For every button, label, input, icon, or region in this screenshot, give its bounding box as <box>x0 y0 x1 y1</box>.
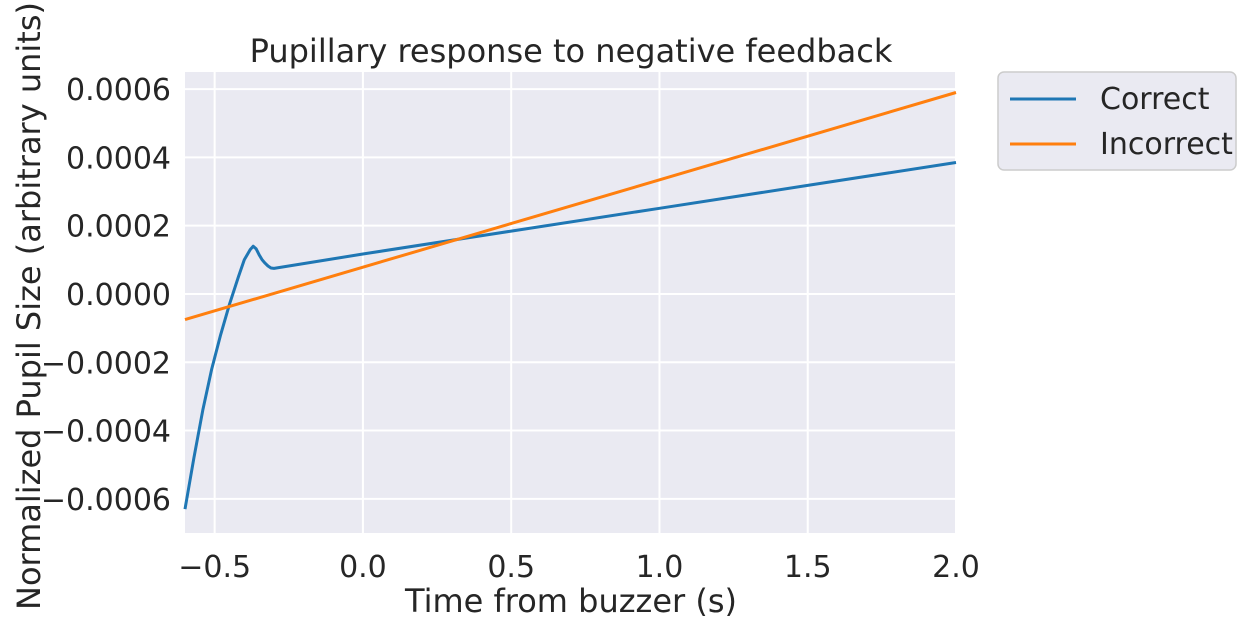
y-tick-labels: −0.0006 −0.0004 −0.0002 0.0000 0.0002 0.0004 0… <box>41 73 171 518</box>
y-tick-label: 0.0000 <box>66 278 171 313</box>
x-axis-label: Time from buzzer (s) <box>404 582 737 620</box>
x-tick-labels: −0.5 0.0 0.5 1.0 1.5 2.0 <box>178 550 980 585</box>
chart-title: Pupillary response to negative feedback <box>250 32 893 70</box>
plot-area <box>185 72 956 533</box>
series-lines <box>183 91 957 510</box>
y-tick-label: 0.0004 <box>66 141 171 176</box>
series-line-correct <box>183 161 957 510</box>
legend: Correct Incorrect <box>997 71 1237 171</box>
y-tick-label: 0.0002 <box>66 210 171 245</box>
x-gridlines <box>213 72 957 533</box>
y-gridlines <box>185 88 956 500</box>
y-tick-label: −0.0004 <box>41 415 171 450</box>
x-tick-label: −0.5 <box>178 550 251 585</box>
x-tick-label: 2.0 <box>932 550 980 585</box>
x-tick-label: 0.0 <box>339 550 387 585</box>
legend-label-incorrect: Incorrect <box>1100 127 1233 162</box>
series-line-incorrect <box>184 91 957 322</box>
x-tick-label: 1.5 <box>784 550 832 585</box>
y-tick-label: 0.0006 <box>66 73 171 108</box>
legend-label-correct: Correct <box>1100 82 1210 117</box>
y-axis-label: Normalized Pupil Size (arbitrary units) <box>10 2 48 610</box>
y-tick-label: −0.0006 <box>41 483 171 518</box>
x-tick-label: 0.5 <box>487 550 535 585</box>
x-tick-label: 1.0 <box>636 550 684 585</box>
y-tick-label: −0.0002 <box>41 346 171 381</box>
